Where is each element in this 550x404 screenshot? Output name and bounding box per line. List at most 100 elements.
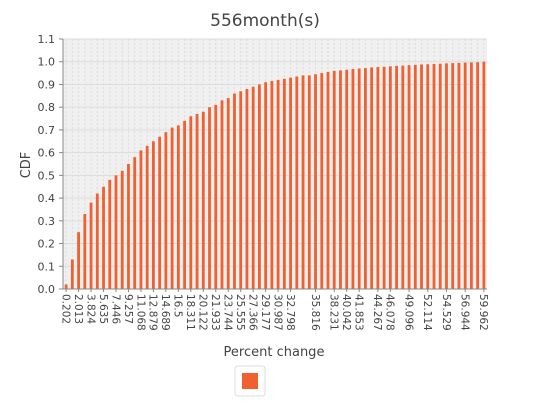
bar (276, 79, 280, 289)
bar (102, 186, 105, 289)
bar (426, 64, 430, 290)
y-tick-label: 0.4 (38, 192, 56, 205)
bar (245, 89, 249, 289)
bar (351, 69, 355, 289)
bar (270, 81, 274, 289)
y-tick-label: 0.0 (38, 283, 56, 296)
bar (264, 82, 268, 289)
bar (170, 127, 174, 290)
bar (463, 62, 467, 289)
bar (470, 62, 473, 290)
bar (158, 136, 162, 289)
x-tick-label: 12.879 (147, 294, 159, 331)
bar (282, 78, 286, 289)
bar (476, 62, 480, 289)
bar (445, 63, 448, 290)
bar (152, 141, 155, 289)
plot-background (63, 39, 487, 289)
y-tick-label: 1.1 (38, 33, 56, 46)
bar (108, 179, 112, 289)
bar (201, 111, 205, 290)
bar (395, 65, 398, 290)
x-tick-label: 11.068 (134, 294, 146, 331)
bar (320, 73, 324, 289)
y-tick-label: 1.0 (38, 56, 56, 69)
x-tick-label: 44.267 (371, 294, 383, 331)
bar (239, 91, 243, 289)
bar (89, 202, 93, 289)
x-tick-label: 49.096 (402, 294, 414, 331)
bar (364, 68, 367, 289)
bar (77, 232, 80, 289)
bar (183, 120, 186, 290)
y-axis-label: CDF (19, 152, 34, 179)
bar (314, 74, 317, 290)
x-tick-label: 23.744 (222, 294, 234, 331)
bar (413, 64, 417, 289)
y-tick-label: 0.9 (38, 78, 56, 91)
bar (370, 67, 374, 289)
x-tick-label: 30.987 (271, 294, 283, 331)
x-tick-label: 29.177 (259, 294, 271, 331)
bar (64, 284, 68, 289)
bar (176, 125, 180, 289)
x-tick-label: 2.013 (72, 294, 84, 324)
x-tick-label: 41.853 (353, 294, 365, 331)
x-tick-label: 54.529 (440, 294, 452, 331)
bar (326, 71, 330, 289)
x-tick-label: 32.798 (284, 294, 296, 331)
bar (258, 84, 261, 289)
bar (420, 64, 423, 289)
bar (457, 62, 461, 290)
y-tick-label: 0.2 (38, 238, 56, 251)
x-tick-label: 46.078 (384, 294, 396, 331)
x-tick-label: 52.114 (421, 294, 433, 331)
bar (83, 214, 87, 289)
x-tick-label: 40.042 (340, 294, 352, 331)
x-tick-label: 56.944 (459, 294, 471, 331)
x-tick-label: 0.202 (59, 294, 71, 324)
x-tick-label: 16.5 (172, 294, 184, 317)
x-tick-label: 7.446 (109, 294, 121, 324)
bar (145, 145, 149, 289)
x-tick-label: 21.933 (209, 294, 221, 331)
bar (70, 259, 74, 289)
bar (251, 86, 255, 290)
bar (220, 100, 224, 289)
bar (214, 104, 218, 289)
axes (62, 39, 487, 290)
bar (164, 132, 168, 289)
x-tick-label: 9.257 (122, 294, 134, 324)
x-tick-labels: 0.202 2.013 3.824 5.635 7.446 9.257 11.068 12.8… (59, 289, 489, 331)
bar (133, 157, 137, 289)
y-tick-label: 0.8 (38, 101, 56, 114)
bar (357, 68, 361, 289)
bar (482, 61, 486, 290)
x-axis-label: Percent change (224, 345, 325, 360)
bar (332, 70, 336, 290)
y-tick-label: 0.3 (38, 215, 56, 228)
x-tick-label: 3.824 (84, 294, 96, 324)
y-tick-label: 0.5 (38, 169, 56, 182)
bar (289, 77, 292, 290)
chart-title: 556month(s) (210, 11, 320, 31)
bar (195, 114, 199, 289)
bar (189, 116, 193, 289)
bar (95, 193, 99, 289)
bar (388, 66, 392, 289)
bar (226, 98, 230, 289)
bar (451, 63, 455, 289)
bar (295, 76, 299, 289)
y-tick-labels: 0.0 0.1 0.2 0.3 0.4 0.5 0.6 0.7 0.8 0.9 1.0 1.1 (38, 33, 63, 296)
x-tick-label: 59.962 (477, 294, 489, 331)
bar (120, 170, 124, 289)
x-tick-label: 35.816 (309, 294, 321, 331)
y-tick-label: 0.7 (38, 124, 56, 137)
y-tick-label: 0.1 (38, 260, 56, 273)
bar (432, 64, 436, 289)
bar (208, 107, 211, 289)
bar (139, 150, 143, 289)
bar (233, 93, 236, 289)
